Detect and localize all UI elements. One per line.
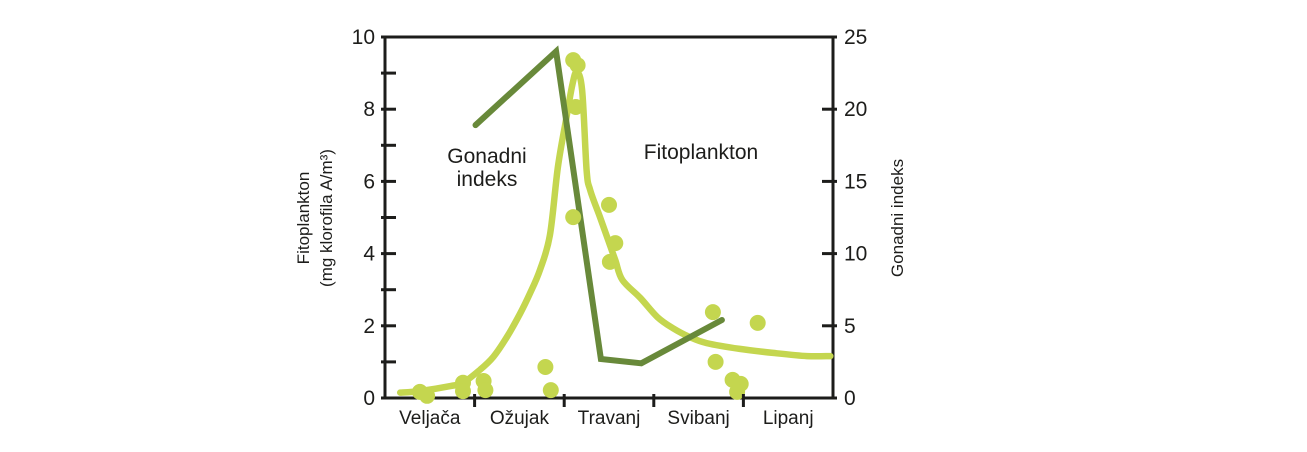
- data-point-fitoplankton-mjerenja: [601, 196, 617, 213]
- plot-frame-layer: [383, 35, 835, 400]
- right-axis-tick-label: 20: [844, 98, 867, 121]
- data-point-fitoplankton-mjerenja: [455, 383, 471, 400]
- left-axis-title-line1: Fitoplankton: [294, 172, 313, 265]
- data-point-fitoplankton-mjerenja: [537, 359, 554, 375]
- left-axis-tick-label: 2: [363, 315, 375, 338]
- right-axis-tick-label: 15: [844, 170, 867, 193]
- data-point-fitoplankton-mjerenja: [565, 209, 582, 226]
- data-point-fitoplankton-mjerenja: [477, 382, 494, 399]
- data-point-fitoplankton-mjerenja: [419, 387, 436, 404]
- x-axis-month-label: Veljača: [399, 408, 461, 429]
- gonadni-indeks-annotation-line2: indeks: [457, 168, 518, 191]
- data-point-fitoplankton-mjerenja: [607, 235, 624, 252]
- plot-frame: [383, 35, 835, 400]
- series-layer: [396, 45, 834, 404]
- x-axis-month-label: Travanj: [578, 408, 641, 429]
- series-line-gonadni-indeks: [472, 45, 725, 367]
- left-axis-tick-label: 0: [363, 387, 375, 410]
- data-point-fitoplankton-mjerenja: [569, 57, 586, 74]
- right-axis-tick-label: 10: [844, 243, 867, 266]
- data-point-fitoplankton-mjerenja: [729, 383, 746, 400]
- left-axis-tick-label: 6: [363, 170, 375, 193]
- series-line-fitoplankton-glatka-krivulja: [396, 68, 834, 396]
- data-point-fitoplankton-mjerenja: [567, 99, 584, 115]
- left-axis-tick-label: 10: [352, 26, 375, 49]
- left-axis-tick-label: 4: [363, 243, 375, 266]
- data-point-fitoplankton-mjerenja: [749, 314, 766, 331]
- left-axis-title: Fitoplankton (mg klorofila A/m³): [294, 149, 336, 287]
- right-axis-title: Gonadni indeks: [888, 159, 907, 277]
- right-axis-title-text: Gonadni indeks: [888, 159, 907, 277]
- fitoplankton-annotation: Fitoplankton: [644, 141, 758, 164]
- right-axis-tick-label: 5: [844, 315, 856, 338]
- x-axis-month-label: Svibanj: [667, 408, 729, 429]
- data-point-fitoplankton-mjerenja: [707, 353, 724, 370]
- data-point-fitoplankton-mjerenja: [601, 253, 618, 270]
- right-axis-tick-label: 25: [844, 26, 867, 49]
- left-axis-tick-label: 8: [363, 98, 375, 121]
- left-axis-title-line2: (mg klorofila A/m³): [317, 149, 336, 287]
- x-axis-month-label: Lipanj: [763, 408, 814, 429]
- data-point-fitoplankton-mjerenja: [704, 304, 721, 321]
- right-axis-tick-label: 0: [844, 387, 856, 410]
- gonadni-indeks-annotation-line1: Gonadni: [447, 145, 526, 168]
- x-axis-month-label: Ožujak: [490, 408, 550, 429]
- axis-ticks-layer: [381, 35, 837, 407]
- data-point-fitoplankton-mjerenja: [542, 382, 559, 399]
- tick-labels-layer: 0 2 4 6 8 10 0 5 10 15 20 25 Veljača Ožujak Travanj Svi…: [352, 26, 868, 429]
